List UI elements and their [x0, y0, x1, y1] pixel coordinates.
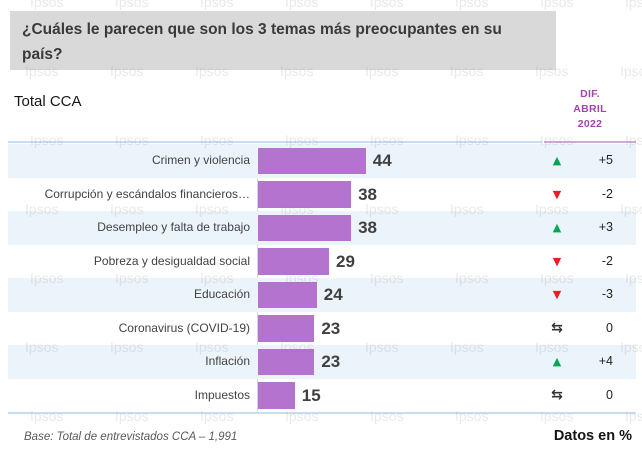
- base-note: Base: Total de entrevistados CCA – 1,991: [24, 431, 238, 443]
- trend-down-icon: ▼: [552, 288, 562, 301]
- bar: [258, 248, 330, 275]
- diff-value: +4: [598, 354, 613, 368]
- bar: [258, 147, 366, 174]
- bar: [258, 214, 352, 241]
- trend-down-icon: ▼: [552, 187, 562, 201]
- bar: [258, 281, 317, 308]
- bar: [258, 315, 315, 342]
- ipsos-watermark: Ipsos: [540, 0, 574, 10]
- units-note: Datos en %: [553, 428, 632, 444]
- trend-up-icon: ▲: [552, 355, 562, 368]
- value-label: 44: [372, 151, 392, 170]
- diff-column-header: DIF. ABRIL 2022: [556, 87, 624, 132]
- trend-flat-icon: ⇆: [551, 319, 563, 336]
- category-label: Corrupción y escándalos financieros…: [44, 186, 250, 201]
- chart-bottom-border: [8, 412, 636, 414]
- category-label: Desempleo y falta de trabajo: [97, 220, 250, 234]
- ipsos-watermark: Ipsos: [200, 0, 234, 10]
- chart-row: Pobreza y desigualdad social 29 ▼ -2: [8, 245, 636, 279]
- value-label: 15: [301, 385, 321, 405]
- diff-header-line2: ABRIL: [573, 103, 607, 115]
- ipsos-watermark: Ipsos: [285, 0, 319, 10]
- chart-row: Educación 24 ▼ -3: [8, 278, 636, 312]
- category-label: Crimen y violencia: [151, 153, 250, 167]
- diff-value: -2: [601, 186, 613, 201]
- value-label: 38: [358, 184, 378, 204]
- chart-row: Corrupción y escándalos financieros… 38 …: [8, 178, 636, 212]
- trend-up-icon: ▲: [552, 221, 562, 234]
- chart-subtitle: Total CCA: [14, 93, 82, 110]
- chart-top-border: [8, 141, 542, 143]
- category-label: Coronavirus (COVID-19): [118, 320, 250, 335]
- chart-row: Desempleo y falta de trabajo 38 ▲ +3: [8, 211, 636, 245]
- diff-value: +5: [598, 153, 613, 167]
- chart-row: Impuestos 15 ⇆ 0: [8, 379, 636, 413]
- value-label: 23: [321, 352, 341, 371]
- chart-row: Coronavirus (COVID-19) 23 ⇆ 0: [8, 312, 636, 346]
- trend-flat-icon: ⇆: [551, 386, 563, 403]
- diff-value: -3: [601, 287, 613, 301]
- value-label: 23: [321, 318, 341, 338]
- bar-chart: Crimen y violencia 44 ▲ +5 Corrupción y …: [0, 144, 642, 412]
- ipsos-watermark: Ipsos: [455, 0, 489, 10]
- diff-value: 0: [606, 387, 613, 402]
- bar: [258, 348, 315, 375]
- bar: [258, 181, 352, 208]
- question-title: ¿Cuáles le parecen que son los 3 temas m…: [10, 11, 556, 70]
- diff-value: -2: [601, 253, 613, 268]
- category-label: Impuestos: [194, 387, 250, 402]
- value-label: 24: [323, 285, 343, 304]
- diff-column-underline: [544, 141, 636, 143]
- category-label: Inflación: [205, 354, 250, 368]
- value-label: 29: [336, 251, 355, 271]
- ipsos-watermark: Ipsos: [115, 0, 149, 10]
- diff-header-line3: 2022: [577, 118, 603, 130]
- diff-header-line1: DIF.: [580, 88, 600, 100]
- ipsos-watermark: Ipsos: [625, 0, 642, 10]
- trend-down-icon: ▼: [552, 254, 562, 268]
- diff-value: 0: [606, 320, 613, 335]
- chart-row: Inflación 23 ▲ +4: [8, 345, 636, 379]
- diff-value: +3: [598, 220, 613, 234]
- ipsos-watermark: Ipsos: [30, 0, 64, 10]
- ipsos-watermark: Ipsos: [370, 0, 404, 10]
- value-label: 38: [358, 218, 378, 237]
- trend-up-icon: ▲: [552, 154, 562, 167]
- category-label: Educación: [193, 287, 250, 301]
- ipsos-watermark: Ipsos: [620, 63, 642, 79]
- bar: [258, 382, 295, 409]
- chart-row: Crimen y violencia 44 ▲ +5: [8, 144, 636, 178]
- category-label: Pobreza y desigualdad social: [93, 253, 250, 268]
